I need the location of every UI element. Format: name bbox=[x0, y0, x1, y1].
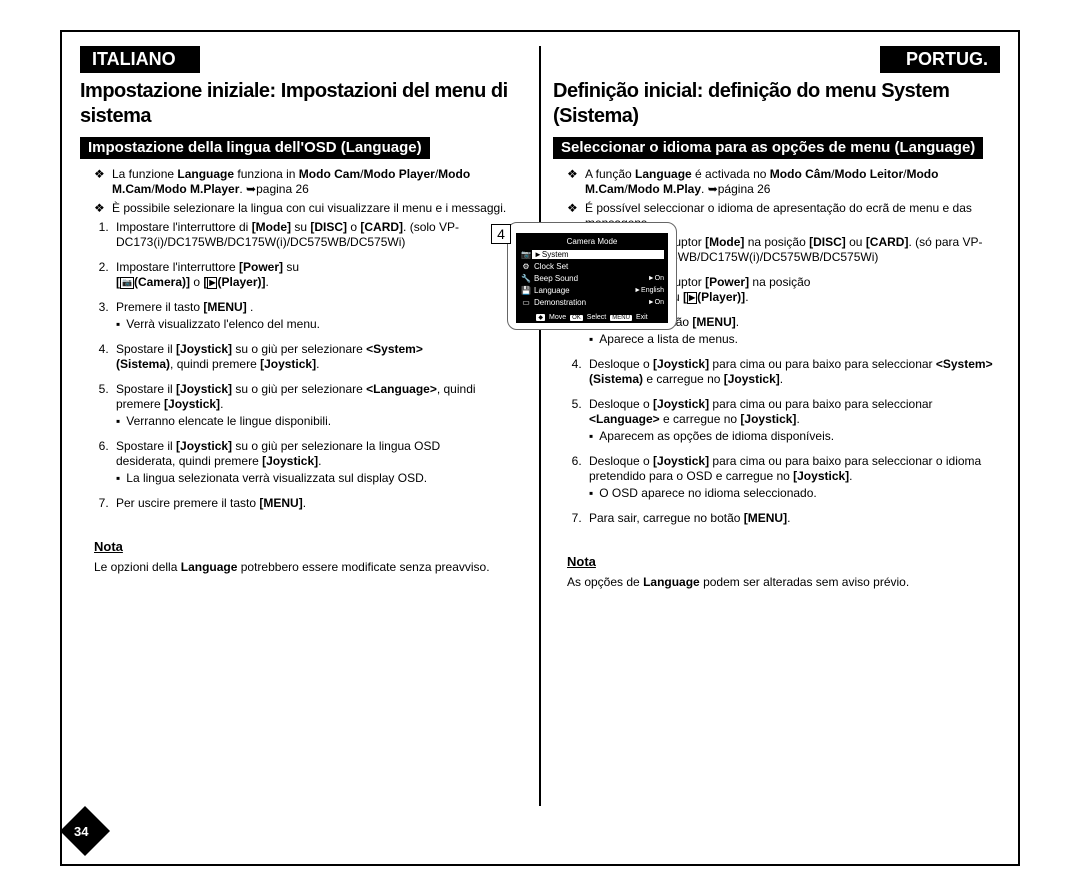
left-steps: Impostare l'interruttore di [Mode] su [D… bbox=[112, 220, 482, 511]
left-title: Impostazione iniziale: Impostazioni del … bbox=[80, 79, 527, 129]
lcd-body: Camera Mode 📷►System⚙Clock Set🔧Beep Soun… bbox=[507, 222, 677, 330]
left-column: ITALIANO Impostazione iniziale: Impostaz… bbox=[80, 46, 533, 864]
lcd-menu-row: 💾Language►English bbox=[520, 284, 664, 296]
lcd-title: Camera Mode bbox=[520, 237, 664, 246]
lcd-figure: 4 Camera Mode 📷►System⚙Clock Set🔧Beep So… bbox=[507, 222, 677, 330]
page-number-badge: 34 bbox=[60, 806, 110, 856]
right-nota-label: Nota bbox=[567, 554, 1000, 570]
lcd-step-number: 4 bbox=[491, 224, 511, 244]
lcd-foot-exit: Exit bbox=[636, 314, 648, 321]
left-section-heading: Impostazione della lingua dell'OSD (Lang… bbox=[80, 137, 430, 160]
manual-page: ITALIANO Impostazione iniziale: Impostaz… bbox=[60, 30, 1020, 866]
lcd-menu-row: 🔧Beep Sound►On bbox=[520, 272, 664, 284]
lcd-menu-row: 📷►System bbox=[520, 248, 664, 260]
left-nota-text: Le opzioni della Language potrebbero ess… bbox=[94, 560, 527, 575]
left-bullets: La funzione Language funziona in Modo Ca… bbox=[112, 167, 521, 216]
right-column: PORTUG. Definição inicial: definição do … bbox=[547, 46, 1000, 864]
right-nota-text: As opções de Language podem ser alterada… bbox=[567, 575, 1000, 590]
lang-tab-left: ITALIANO bbox=[80, 46, 200, 73]
lcd-menu-row: ▭Demonstration►On bbox=[520, 296, 664, 308]
column-divider bbox=[539, 46, 541, 806]
lcd-footer: ◆Move OKSelect MENUExit bbox=[520, 314, 664, 321]
page-number: 34 bbox=[74, 824, 88, 839]
lcd-foot-select: Select bbox=[587, 314, 606, 321]
left-nota-label: Nota bbox=[94, 539, 527, 555]
lcd-foot-move: Move bbox=[549, 314, 566, 321]
lang-tab-right: PORTUG. bbox=[880, 46, 1000, 73]
lcd-menu-row: ⚙Clock Set bbox=[520, 260, 664, 272]
right-section-heading: Seleccionar o idioma para as opções de m… bbox=[553, 137, 983, 160]
right-title: Definição inicial: definição do menu Sys… bbox=[553, 79, 1000, 129]
lcd-screen: Camera Mode 📷►System⚙Clock Set🔧Beep Soun… bbox=[516, 233, 668, 323]
